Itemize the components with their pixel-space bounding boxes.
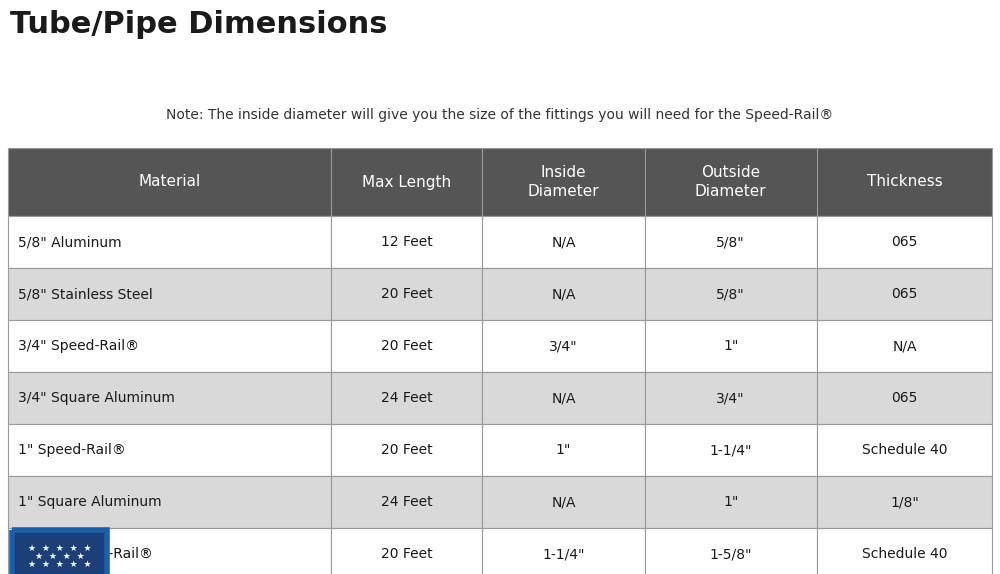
Text: 1" Square Aluminum: 1" Square Aluminum bbox=[18, 495, 162, 509]
Text: 12 Feet: 12 Feet bbox=[381, 235, 432, 249]
Text: ★  ★  ★  ★  ★: ★ ★ ★ ★ ★ bbox=[28, 544, 91, 553]
Bar bbox=[331, 320, 482, 372]
Bar bbox=[482, 476, 645, 528]
Text: 20 Feet: 20 Feet bbox=[381, 287, 432, 301]
Bar bbox=[817, 528, 992, 574]
Bar bbox=[645, 216, 817, 268]
Bar bbox=[8, 148, 331, 216]
Text: 1-1/4": 1-1/4" bbox=[542, 547, 585, 561]
Bar bbox=[645, 528, 817, 574]
Text: 20 Feet: 20 Feet bbox=[381, 339, 432, 353]
Bar bbox=[8, 216, 331, 268]
Text: 20 Feet: 20 Feet bbox=[381, 547, 432, 561]
Text: ★  ★  ★  ★: ★ ★ ★ ★ bbox=[35, 552, 84, 560]
Bar bbox=[817, 216, 992, 268]
Bar bbox=[817, 148, 992, 216]
Bar bbox=[645, 424, 817, 476]
Text: 3/4": 3/4" bbox=[549, 339, 578, 353]
Bar bbox=[331, 372, 482, 424]
Bar bbox=[645, 476, 817, 528]
Bar bbox=[645, 320, 817, 372]
Bar bbox=[482, 216, 645, 268]
Text: Material: Material bbox=[138, 174, 201, 189]
Text: 1": 1" bbox=[556, 443, 571, 457]
Text: N/A: N/A bbox=[892, 339, 917, 353]
Text: Thickness: Thickness bbox=[867, 174, 942, 189]
Text: Inside
Diameter: Inside Diameter bbox=[528, 165, 599, 199]
Bar bbox=[817, 476, 992, 528]
Text: 24 Feet: 24 Feet bbox=[381, 391, 432, 405]
Bar bbox=[331, 476, 482, 528]
Text: 1": 1" bbox=[723, 339, 738, 353]
Text: 065: 065 bbox=[891, 391, 918, 405]
Bar bbox=[817, 320, 992, 372]
Text: 5/8" Stainless Steel: 5/8" Stainless Steel bbox=[18, 287, 153, 301]
Text: N/A: N/A bbox=[551, 287, 576, 301]
Text: 1-1/4" Speed-Rail®: 1-1/4" Speed-Rail® bbox=[18, 547, 153, 561]
Bar bbox=[482, 320, 645, 372]
Text: N/A: N/A bbox=[551, 495, 576, 509]
Text: 3/4": 3/4" bbox=[716, 391, 745, 405]
Text: 1" Speed-Rail®: 1" Speed-Rail® bbox=[18, 443, 126, 457]
Bar bbox=[482, 268, 645, 320]
Text: N/A: N/A bbox=[551, 235, 576, 249]
Bar bbox=[817, 268, 992, 320]
Text: 20 Feet: 20 Feet bbox=[381, 443, 432, 457]
Text: 1-5/8": 1-5/8" bbox=[709, 547, 752, 561]
Text: 5/8": 5/8" bbox=[716, 287, 745, 301]
Text: 5/8": 5/8" bbox=[716, 235, 745, 249]
Bar bbox=[645, 148, 817, 216]
Bar bbox=[8, 528, 331, 574]
Text: Tube/Pipe Dimensions: Tube/Pipe Dimensions bbox=[10, 10, 388, 39]
Text: 1/8": 1/8" bbox=[890, 495, 919, 509]
Bar bbox=[645, 268, 817, 320]
Bar bbox=[331, 528, 482, 574]
Bar bbox=[645, 372, 817, 424]
Text: Schedule 40: Schedule 40 bbox=[862, 443, 947, 457]
Text: 1": 1" bbox=[723, 495, 738, 509]
Polygon shape bbox=[12, 530, 107, 574]
Bar bbox=[8, 424, 331, 476]
Bar bbox=[331, 148, 482, 216]
Bar bbox=[331, 424, 482, 476]
Bar bbox=[8, 320, 331, 372]
Bar bbox=[482, 372, 645, 424]
Bar bbox=[8, 476, 331, 528]
Text: 065: 065 bbox=[891, 287, 918, 301]
Text: ★  ★  ★  ★  ★: ★ ★ ★ ★ ★ bbox=[28, 560, 91, 568]
Text: 24 Feet: 24 Feet bbox=[381, 495, 432, 509]
Bar bbox=[817, 424, 992, 476]
Bar bbox=[331, 268, 482, 320]
Bar bbox=[8, 372, 331, 424]
Text: 1-1/4": 1-1/4" bbox=[709, 443, 752, 457]
Bar bbox=[8, 268, 331, 320]
Text: Note: The inside diameter will give you the size of the fittings you will need f: Note: The inside diameter will give you … bbox=[166, 108, 834, 122]
Text: Schedule 40: Schedule 40 bbox=[862, 547, 947, 561]
Bar bbox=[482, 528, 645, 574]
Text: Max Length: Max Length bbox=[362, 174, 451, 189]
Text: 065: 065 bbox=[891, 235, 918, 249]
Text: 5/8" Aluminum: 5/8" Aluminum bbox=[18, 235, 122, 249]
Text: 3/4" Square Aluminum: 3/4" Square Aluminum bbox=[18, 391, 175, 405]
Text: Outside
Diameter: Outside Diameter bbox=[695, 165, 767, 199]
Text: 3/4" Speed-Rail®: 3/4" Speed-Rail® bbox=[18, 339, 139, 353]
Bar bbox=[817, 372, 992, 424]
Bar bbox=[482, 148, 645, 216]
Bar bbox=[482, 424, 645, 476]
Bar bbox=[331, 216, 482, 268]
Text: N/A: N/A bbox=[551, 391, 576, 405]
